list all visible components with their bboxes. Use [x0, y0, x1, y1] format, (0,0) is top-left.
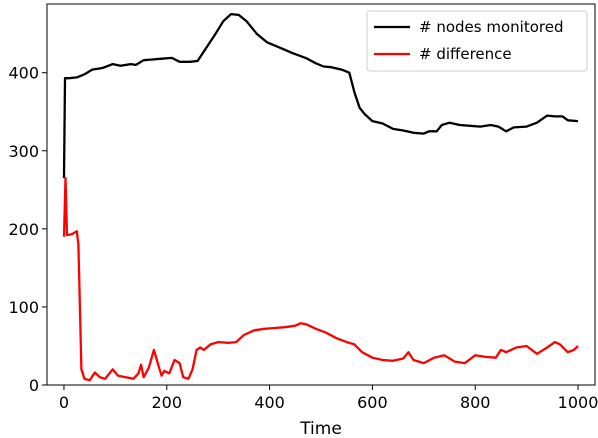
series-layer	[62, 12, 579, 382]
legend-box	[366, 10, 588, 72]
x-tick-label: 0	[59, 393, 69, 412]
series-line-2	[62, 176, 579, 382]
x-tick-label: 1000	[558, 393, 598, 412]
legend-items: # nodes monitored # difference	[374, 18, 563, 63]
x-axis-label: Time	[299, 419, 342, 438]
legend: # nodes monitored # difference	[366, 10, 588, 72]
y-tick-label: 300	[8, 142, 39, 161]
legend-label-1: # nodes monitored	[419, 18, 563, 36]
x-tick-label: 200	[152, 393, 183, 412]
legend-label-2: # difference	[419, 45, 512, 63]
series-line-1	[62, 12, 579, 179]
plot-frame	[46, 3, 596, 386]
ticks-layer: 0 200 400 600 800 1000 0 100 200 300 400	[8, 64, 598, 412]
x-tick-label: 800	[460, 393, 491, 412]
y-tick-label: 0	[29, 376, 39, 395]
y-tick-label: 200	[8, 220, 39, 239]
y-tick-label: 400	[8, 64, 39, 83]
y-tick-label: 100	[8, 298, 39, 317]
x-tick-label: 600	[357, 393, 388, 412]
x-tick-label: 400	[254, 393, 285, 412]
